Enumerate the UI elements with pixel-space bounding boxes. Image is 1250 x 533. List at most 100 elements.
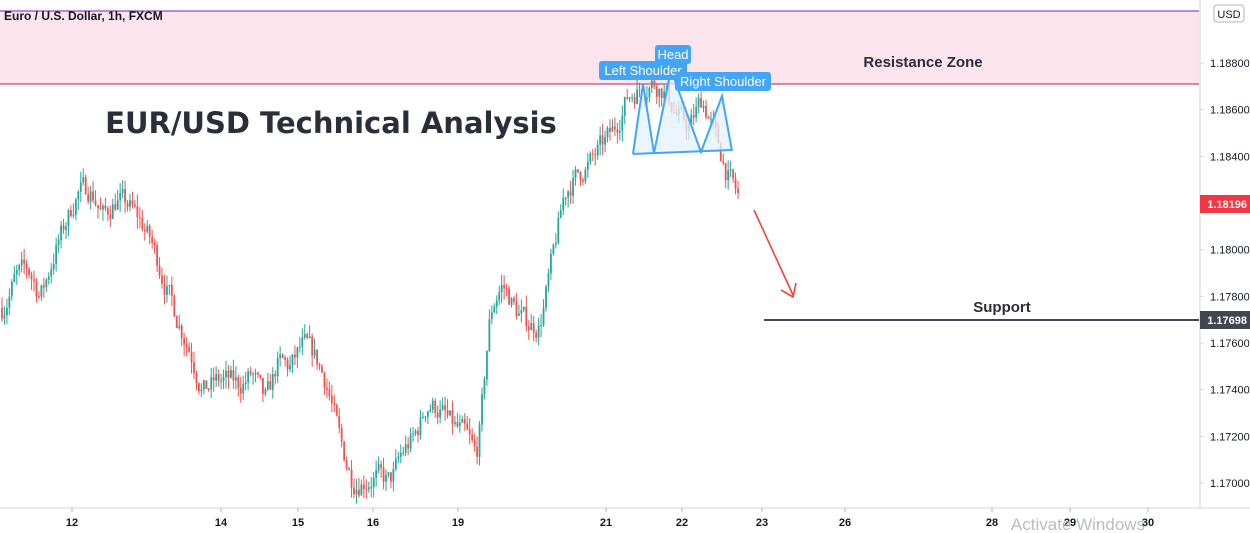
candle-body	[710, 118, 712, 120]
candle-body	[25, 263, 28, 270]
candle-body	[532, 323, 535, 333]
resistance-zone-label: Resistance Zone	[863, 54, 982, 71]
candle-body	[335, 405, 338, 416]
candle-body	[183, 338, 186, 345]
candle-body	[193, 362, 195, 374]
candle-body	[476, 446, 478, 457]
candle-body	[257, 372, 259, 375]
candle-body	[161, 275, 163, 284]
candle-body	[658, 88, 661, 97]
candle-body	[92, 191, 94, 201]
candle-body	[166, 286, 168, 295]
candle-body	[505, 288, 508, 290]
symbol-title[interactable]: Euro / U.S. Dollar, 1h, FXCM	[4, 9, 163, 23]
candle-body	[168, 284, 171, 287]
candle-body	[212, 377, 215, 381]
candle-body	[30, 275, 33, 279]
candle-body	[291, 354, 294, 366]
current-price-label: 1.18196	[1207, 199, 1247, 211]
price-tick-label: 1.17200	[1210, 431, 1250, 443]
candle-body	[493, 306, 496, 313]
candle-body	[387, 472, 390, 475]
candle-body	[20, 259, 23, 266]
candle-body	[594, 154, 597, 156]
candle-body	[227, 370, 230, 378]
candle-body	[284, 357, 286, 360]
time-axis[interactable]: 12 14 15 16 19 21 22 23 26 28 29 30	[0, 507, 1250, 529]
candle-body	[382, 467, 385, 482]
candle-body	[626, 97, 629, 99]
time-tick-label: 29	[1064, 517, 1076, 529]
candle-body	[530, 323, 533, 331]
candle-body	[518, 313, 520, 316]
candle-body	[537, 325, 540, 338]
candle-body	[601, 135, 604, 145]
candle-body	[330, 396, 333, 404]
head-callout[interactable]: Head	[655, 45, 691, 64]
candle-body	[308, 336, 311, 338]
candle-body	[722, 161, 725, 164]
analysis-title: EUR/USD Technical Analysis	[105, 106, 557, 140]
candle-body	[458, 422, 461, 427]
candle-body	[8, 296, 11, 308]
time-tick-label: 15	[292, 517, 304, 529]
candle-body	[399, 453, 402, 457]
candle-body	[244, 382, 247, 384]
candle-body	[648, 87, 651, 98]
candle-body	[695, 106, 698, 118]
candle-body	[353, 487, 355, 495]
candle-body	[311, 336, 314, 356]
candle-body	[542, 307, 545, 326]
candle-body	[734, 178, 737, 189]
candle-body	[306, 334, 309, 338]
candle-body	[262, 377, 264, 395]
candle-body	[345, 460, 348, 469]
candle-body	[372, 477, 375, 488]
candle-body	[126, 202, 129, 207]
candle-body	[294, 354, 296, 358]
candle-body	[522, 307, 525, 310]
candle-body	[234, 377, 237, 381]
left-shoulder-callout[interactable]: Left Shoulder	[599, 61, 687, 80]
candle-body	[114, 204, 117, 210]
candle-body	[636, 89, 638, 104]
candle-body	[249, 371, 252, 375]
candle-body	[705, 105, 707, 118]
candle-body	[121, 189, 124, 194]
candle-body	[508, 288, 510, 305]
candle-body	[574, 169, 577, 178]
candle-body	[449, 410, 451, 416]
candle-body	[456, 422, 459, 427]
price-tick-label: 1.17800	[1210, 291, 1250, 303]
forecast-arrow[interactable]	[753, 209, 797, 299]
candle-body	[271, 374, 274, 390]
candle-body	[623, 97, 626, 116]
right-shoulder-callout[interactable]: Right Shoulder	[675, 72, 771, 91]
candle-body	[444, 405, 446, 411]
candle-body	[62, 225, 65, 230]
candle-body	[274, 374, 277, 377]
candle-body	[471, 434, 474, 441]
candle-body	[606, 128, 609, 138]
candle-body	[52, 264, 55, 270]
candle-body	[434, 400, 437, 413]
candle-body	[559, 210, 562, 218]
candle-body	[540, 325, 542, 327]
candle-body	[279, 354, 282, 358]
candle-body	[146, 225, 149, 232]
candle-body	[38, 296, 40, 298]
candle-body	[407, 444, 410, 449]
candle-body	[333, 403, 336, 406]
price-tick-label: 1.17600	[1210, 338, 1250, 350]
candle-body	[119, 193, 122, 201]
candle-body	[266, 381, 269, 390]
candle-body	[289, 365, 291, 370]
candle-body	[57, 240, 60, 245]
time-tick-label: 19	[452, 517, 464, 529]
currency-button[interactable]: USD	[1213, 4, 1245, 23]
candle-body	[104, 205, 107, 209]
candlestick-series	[1, 76, 739, 504]
candle-body	[178, 325, 181, 328]
price-axis[interactable]: 1.17000 1.17200 1.17400 1.17600 1.17800 1.180…	[1199, 0, 1250, 508]
